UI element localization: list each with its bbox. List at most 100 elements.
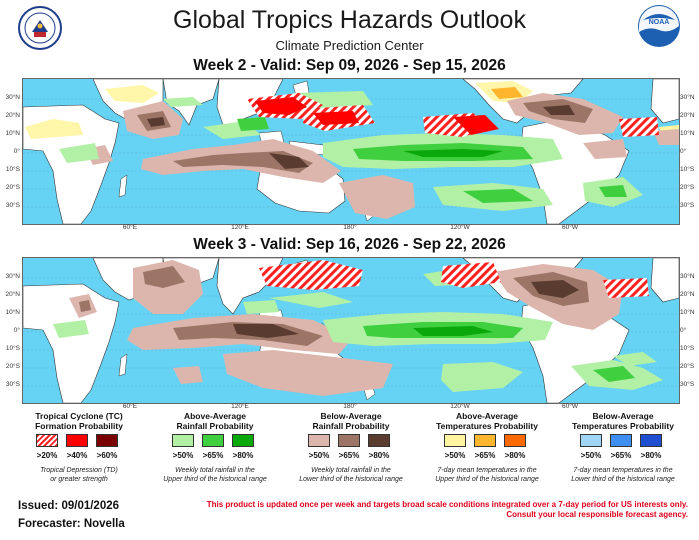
lon-label: 60°E xyxy=(122,224,138,231)
legend-swatch xyxy=(66,434,88,447)
week3-map xyxy=(22,257,680,404)
lon-label: 120°E xyxy=(231,224,249,231)
legend-swatch-label: >50% xyxy=(444,451,466,460)
lon-label: 60°E xyxy=(122,403,138,410)
lat-label: 0° xyxy=(13,148,20,155)
legend-title-line: Above-Average xyxy=(183,411,247,421)
legend-swatch xyxy=(96,434,118,447)
legend-swatch xyxy=(580,434,602,447)
legend-note: Weekly total rainfall in the Upper third … xyxy=(150,466,280,484)
lat-label: 10°N xyxy=(5,309,20,316)
lat-label-right: 20°S xyxy=(680,184,695,191)
legend-note-line: Upper third of the historical range xyxy=(163,476,267,483)
disclaimer-line: Consult your local responsible forecast … xyxy=(506,510,688,519)
legend-title: Below-Average Temperatures Probability xyxy=(558,411,688,431)
legend-swatch-label: >80% xyxy=(504,451,526,460)
lat-label-right: 30°N xyxy=(680,273,695,280)
legend-swatch xyxy=(640,434,662,447)
forecaster-name: Forecaster: Novella xyxy=(18,518,125,530)
lat-label: 30°S xyxy=(5,202,20,209)
lat-label-right: 20°N xyxy=(680,112,695,119)
page-title: Global Tropics Hazards Outlook xyxy=(173,6,526,34)
lat-label-right: 20°N xyxy=(680,291,695,298)
lat-label: 30°S xyxy=(5,381,20,388)
legend-note-line: Upper third of the historical range xyxy=(435,476,539,483)
legend-swatch xyxy=(368,434,390,447)
legend-swatch xyxy=(444,434,466,447)
lat-label: 20°S xyxy=(5,184,20,191)
legend-title-line: Formation Probability xyxy=(35,421,123,431)
lat-label: 20°N xyxy=(5,291,20,298)
legend-swatch-label: >65% xyxy=(474,451,496,460)
lon-label: 120°W xyxy=(450,224,470,231)
legend-swatch xyxy=(36,434,58,447)
issued-date: Issued: 09/01/2026 xyxy=(18,500,120,512)
legend-swatch-label: >50% xyxy=(308,451,330,460)
legend-swatch xyxy=(338,434,360,447)
legend-note-line: Lower third of the historical range xyxy=(299,476,403,483)
disclaimer: This product is updated once per week an… xyxy=(180,500,688,520)
legend-note-line: or greater strength xyxy=(50,476,108,483)
legend-note-line: 7-day mean temperatures in the xyxy=(437,467,537,474)
lat-label: 10°S xyxy=(5,166,20,173)
legend-title: Tropical Cyclone (TC) Formation Probabili… xyxy=(14,411,144,431)
legend-swatch xyxy=(308,434,330,447)
lat-label-right: 0° xyxy=(680,148,687,155)
lon-label: 60°W xyxy=(562,403,578,410)
legend-swatch-label: >50% xyxy=(580,451,602,460)
lat-label: 20°S xyxy=(5,363,20,370)
legend-swatch-label: >80% xyxy=(232,451,254,460)
svg-text:NOAA: NOAA xyxy=(649,19,670,26)
legend-swatch xyxy=(610,434,632,447)
legend-note: 7-day mean temperatures in the Lower thir… xyxy=(558,466,688,484)
lon-label: 180° xyxy=(343,224,357,231)
legend-title-line: Below-Average xyxy=(320,411,382,421)
lat-label-right: 30°S xyxy=(680,202,695,209)
lat-label-right: 20°S xyxy=(680,363,695,370)
lon-label: 60°W xyxy=(562,224,578,231)
lat-label-right: 10°N xyxy=(680,309,695,316)
legend-swatch-label: >65% xyxy=(202,451,224,460)
legend-note-line: 7-day mean temperatures in the xyxy=(573,467,673,474)
legend-note-line: Lower third of the historical range xyxy=(571,476,675,483)
week3-title: Week 3 - Valid: Sep 16, 2026 - Sep 22, 2… xyxy=(193,236,506,253)
legend-title-line: Above-Average xyxy=(455,411,519,421)
week2-map xyxy=(22,78,680,225)
legend-title-line: Rainfall Probability xyxy=(312,421,390,431)
noaa-logo-icon: NOAA xyxy=(637,4,681,48)
lat-label-right: 10°N xyxy=(680,130,695,137)
legend-title-line: Temperatures Probability xyxy=(436,421,538,431)
legend-title: Above-Average Rainfall Probability xyxy=(150,411,280,431)
lat-label: 30°N xyxy=(5,273,20,280)
legend-swatch-label: >65% xyxy=(338,451,360,460)
lat-label: 0° xyxy=(13,327,20,334)
legend-swatch xyxy=(172,434,194,447)
legend-swatch-label: >50% xyxy=(172,451,194,460)
legend-title: Above-Average Temperatures Probability xyxy=(422,411,552,431)
lat-label-right: 10°S xyxy=(680,345,695,352)
lon-label: 180° xyxy=(343,403,357,410)
legend-swatch-label: >40% xyxy=(66,451,88,460)
page-subtitle: Climate Prediction Center xyxy=(275,38,424,53)
legend-note: Weekly total rainfall in the Lower third … xyxy=(286,466,416,484)
lon-label: 120°W xyxy=(450,403,470,410)
legend-swatch xyxy=(474,434,496,447)
legend-swatch-label: >80% xyxy=(368,451,390,460)
legend-swatch-label: >65% xyxy=(610,451,632,460)
legend-title-line: Temperatures Probability xyxy=(572,421,674,431)
lat-label-right: 0° xyxy=(680,327,687,334)
doc-seal-icon xyxy=(18,6,62,50)
lat-label: 30°N xyxy=(5,94,20,101)
lat-label-right: 10°S xyxy=(680,166,695,173)
disclaimer-line: This product is updated once per week an… xyxy=(206,500,688,509)
legend-swatch-label: >20% xyxy=(36,451,58,460)
legend-swatch-label: >60% xyxy=(96,451,118,460)
legend-swatch xyxy=(504,434,526,447)
legend-swatch xyxy=(232,434,254,447)
legend-swatch xyxy=(202,434,224,447)
lat-label: 20°N xyxy=(5,112,20,119)
legend-title-line: Below-Average xyxy=(592,411,654,421)
lat-label-right: 30°S xyxy=(680,381,695,388)
lat-label: 10°S xyxy=(5,345,20,352)
legend-title-line: Rainfall Probability xyxy=(176,421,254,431)
